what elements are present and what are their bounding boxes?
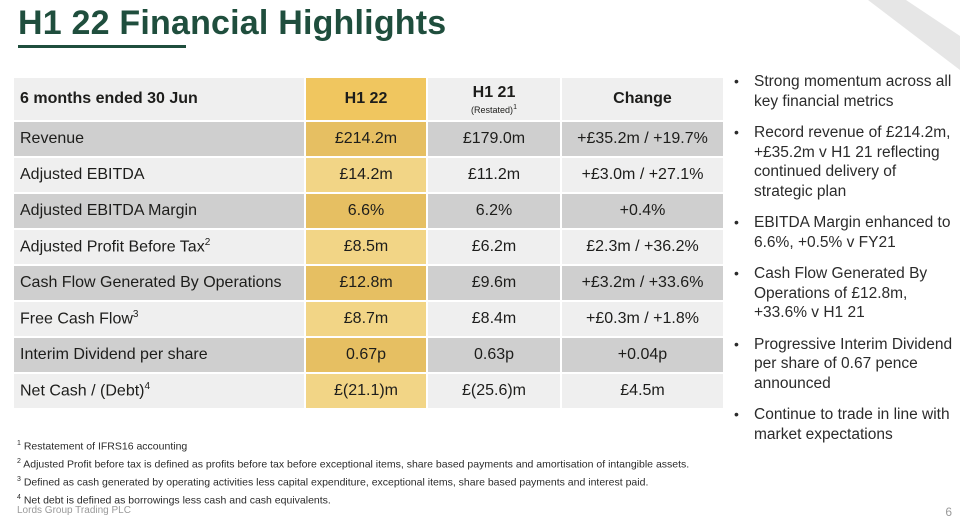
row-label: Adjusted Profit Before Tax2 — [12, 228, 306, 266]
footnote-ref: 3 — [132, 309, 139, 321]
row-h1-21-value: £11.2m — [426, 156, 562, 194]
row-h1-22-value: £(21.1)m — [304, 372, 428, 410]
row-h1-21-value: 0.63p — [426, 336, 562, 374]
row-h1-22-value: £14.2m — [304, 156, 428, 194]
footnote: 3 Defined as cash generated by operating… — [17, 476, 649, 489]
bullet-item: • EBITDA Margin enhanced to 6.6%, +0.5% v… — [734, 214, 951, 251]
row-h1-22-value: 6.6% — [304, 192, 428, 230]
footer-company: Lords Group Trading PLC — [17, 505, 131, 516]
row-label: Revenue — [12, 120, 306, 158]
row-change-value: +£35.2m / +19.7% — [560, 120, 725, 158]
row-change-value: +£3.2m / +33.6% — [560, 264, 725, 302]
bullet-icon: • — [734, 124, 739, 140]
footnote: 4 Net debt is defined as borrowings less… — [17, 494, 331, 507]
page-number: 6 — [945, 505, 952, 519]
footnote-ref: 4 — [144, 381, 151, 393]
row-h1-21-value: 6.2% — [426, 192, 562, 230]
row-change-value: +£3.0m / +27.1% — [560, 156, 725, 194]
row-change-value: £2.3m / +36.2% — [560, 228, 725, 266]
header-period-label: 6 months ended 30 Jun — [12, 76, 306, 122]
header-h1-21: H1 21 (Restated)1 — [426, 76, 562, 122]
table-row: Adjusted EBITDA £14.2m £11.2m +£3.0m / +27.… — [12, 156, 725, 194]
footnote-ref: 2 — [204, 237, 211, 249]
row-h1-22-value: 0.67p — [304, 336, 428, 374]
table-row: Adjusted EBITDA Margin 6.6% 6.2% +0.4% — [12, 192, 725, 230]
table-row: Free Cash Flow3 £8.7m £8.4m +£0.3m / +1.8% — [12, 300, 725, 338]
header-change: Change — [560, 76, 725, 122]
bullet-icon: • — [734, 335, 739, 352]
row-label: Interim Dividend per share — [12, 336, 306, 374]
financial-highlights-table: 6 months ended 30 Jun H1 22 H1 21 (Resta… — [12, 76, 725, 410]
row-change-value: +0.4% — [560, 192, 725, 230]
bullet-item: • Cash Flow Generated By Operations of £1… — [734, 265, 928, 321]
bullet-icon: • — [734, 406, 739, 422]
footnote: 1 Restatement of IFRS16 accounting — [17, 440, 188, 453]
row-h1-22-value: £8.7m — [304, 300, 428, 338]
table-row: Adjusted Profit Before Tax2 £8.5m £6.2m £2.… — [12, 228, 725, 266]
bullet-icon: • — [734, 214, 739, 230]
footnotes: 1 Restatement of IFRS16 accounting 2 Adju… — [17, 437, 689, 509]
row-h1-21-value: £6.2m — [426, 228, 562, 266]
table-header-row: 6 months ended 30 Jun H1 22 H1 21 (Resta… — [12, 76, 725, 122]
table-row: Cash Flow Generated By Operations £12.8m £… — [12, 264, 725, 302]
header-h1-21-restated: (Restated)1 — [471, 103, 517, 115]
page-title: H1 22 Financial Highlights — [18, 4, 447, 42]
row-h1-21-value: £(25.6)m — [426, 372, 562, 410]
row-change-value: +£0.3m / +1.8% — [560, 300, 725, 338]
row-h1-22-value: £8.5m — [304, 228, 428, 266]
row-label: Adjusted EBITDA — [12, 156, 306, 194]
row-label: Free Cash Flow3 — [12, 300, 306, 338]
row-h1-21-value: £8.4m — [426, 300, 562, 338]
footnote: 2 Adjusted Profit before tax is defined … — [17, 458, 690, 471]
bullet-icon: • — [734, 73, 739, 89]
row-label: Net Cash / (Debt)4 — [12, 372, 306, 410]
header-h1-22: H1 22 — [304, 76, 428, 122]
row-h1-22-value: £214.2m — [304, 120, 428, 158]
bullet-item: • Progressive Interim Dividend per share … — [734, 335, 953, 392]
bullet-icon: • — [734, 265, 739, 281]
row-h1-22-value: £12.8m — [304, 264, 428, 302]
table-row: Revenue £214.2m £179.0m +£35.2m / +19.7% — [12, 120, 725, 158]
row-h1-21-value: £179.0m — [426, 120, 562, 158]
table-row: Interim Dividend per share 0.67p 0.63p +0.0… — [12, 336, 725, 374]
bullet-item: • Record revenue of £214.2m, +£35.2m v H1… — [734, 124, 951, 200]
row-label: Adjusted EBITDA Margin — [12, 192, 306, 230]
row-change-value: £4.5m — [560, 372, 725, 410]
corner-decoration — [868, 0, 960, 70]
title-underline — [18, 45, 186, 48]
row-change-value: +0.04p — [560, 336, 725, 374]
bullet-item: • Strong momentum across all key financia… — [734, 73, 952, 110]
bullet-item: • Continue to trade in line with market e… — [734, 406, 950, 443]
table-row: Net Cash / (Debt)4 £(21.1)m £(25.6)m £4.5m — [12, 372, 725, 410]
row-label: Cash Flow Generated By Operations — [12, 264, 306, 302]
row-h1-21-value: £9.6m — [426, 264, 562, 302]
highlights-bullet-list: • Strong momentum across all key financia… — [732, 72, 954, 456]
header-h1-21-label: H1 21 — [472, 83, 516, 101]
